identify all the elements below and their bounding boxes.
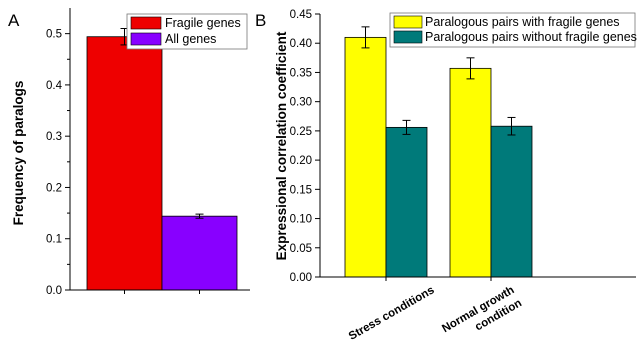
category-label-0: Stress conditions [347,284,437,343]
bar-s1-c1 [490,125,533,278]
y-tick-label: 0.20 [290,155,312,167]
y-tick-label: 0.05 [290,243,312,255]
bar-1 [161,215,238,291]
y-tick-label: 0.45 [290,9,312,21]
legend-label-1: All genes [165,32,216,46]
y-tick-label: 0.3 [46,131,62,143]
legend-label-1: Paralogous pairs without fragile genes [425,30,637,44]
legend-label-0: Fragile genes [165,16,241,30]
legend-swatch-0 [130,16,162,30]
panel-a-y-axis-label: Frequency of paralogs [11,81,26,226]
panel-b-y-axis-label: Expressional correlation coefficient [274,31,289,260]
panel-b: B Expressional correlation coefficient 0… [255,9,637,343]
panel-a-plot-area: 0.0 0.1 0.2 0.3 0.4 0.5 Fragile genes All genes [46,8,250,297]
y-tick-label: 0.00 [290,272,312,284]
legend-swatch-0 [393,15,423,29]
y-tick-label: 0.10 [290,214,312,226]
panel-b-label: B [255,11,266,30]
y-tick-label: 0.0 [46,285,62,297]
legend: Fragile genes All genes [126,13,248,50]
legend-swatch-1 [130,32,162,46]
legend-box [389,12,636,48]
y-tick-label: 0.5 [46,29,62,41]
y-tick-label: 0.4 [46,80,63,92]
bar-0 [86,36,163,291]
legend-swatch-1 [393,30,423,44]
y-tick-label: 0.35 [290,67,312,79]
panel-a-label: A [8,11,20,30]
legend-label-0: Paralogous pairs with fragile genes [425,15,620,29]
y-tick-label: 0.15 [290,184,312,196]
y-tick-label: 0.40 [290,38,312,50]
panel-b-plot-area: 0.00 0.05 0.10 0.15 0.20 0.25 0.30 0.35 0.40 0.45… [290,9,637,343]
category-label-line: Stress conditions [347,284,437,343]
bar-s0-c1 [449,67,492,278]
y-tick-label: 0.1 [46,234,62,246]
y-tick-label: 0.25 [290,126,312,138]
bar-s0-c0 [344,36,387,278]
y-tick-label: 0.2 [46,182,62,194]
y-tick-label: 0.30 [290,97,312,109]
legend: Paralogous pairs with fragile genesParal… [389,12,637,48]
panel-a: A Frequency of paralogs 0.00.10.20.30.40… [8,8,250,297]
bar-s1-c0 [385,126,428,278]
